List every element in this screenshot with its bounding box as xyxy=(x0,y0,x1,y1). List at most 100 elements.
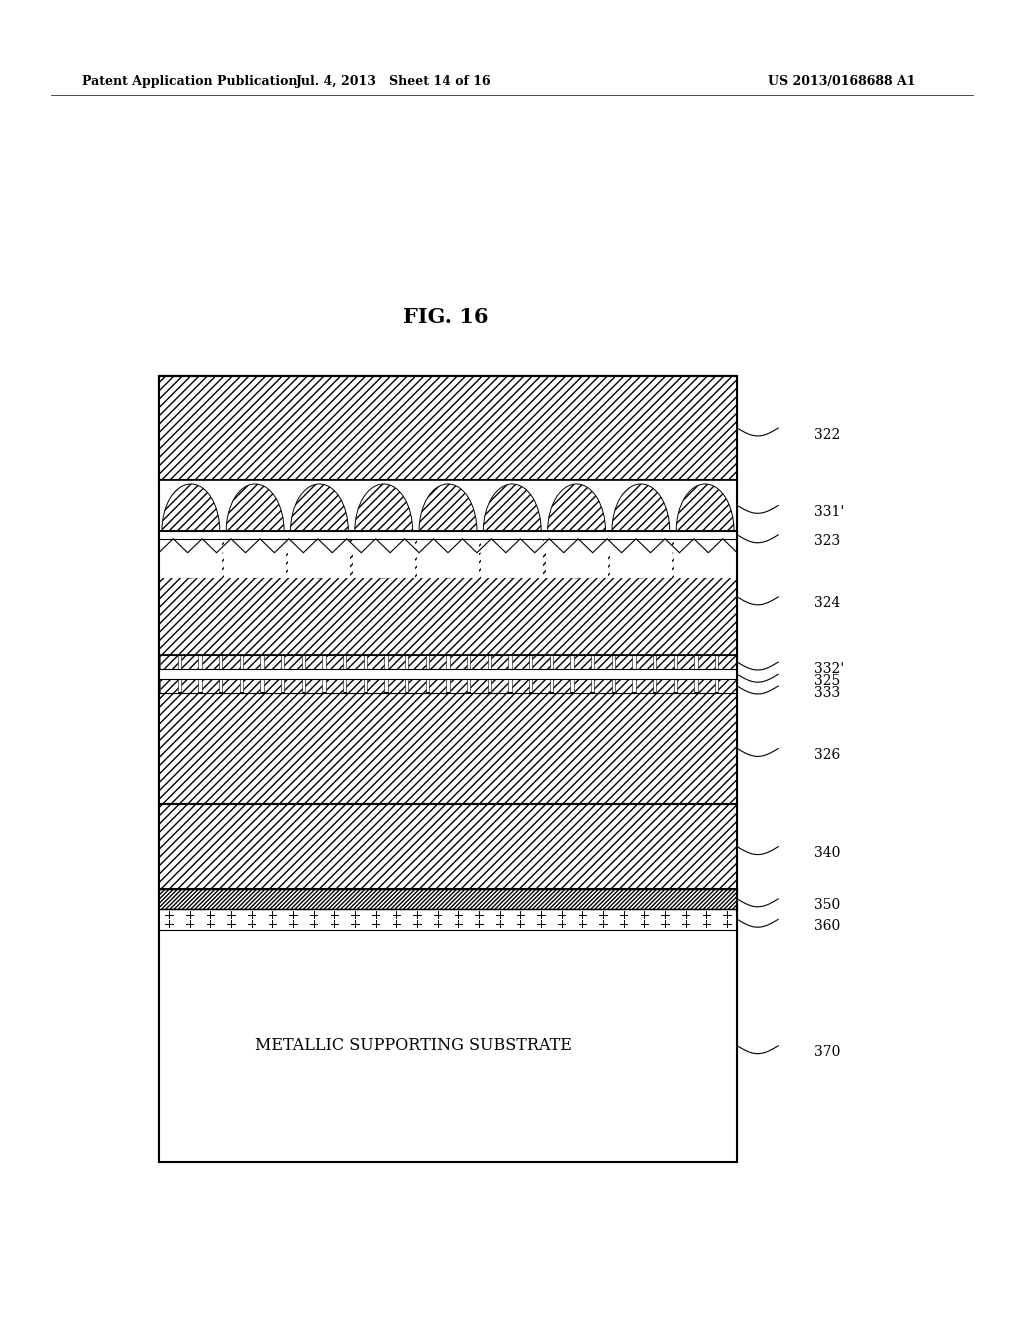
Bar xyxy=(224,531,286,578)
Bar xyxy=(532,680,550,693)
Bar xyxy=(512,655,529,669)
Bar xyxy=(594,655,611,669)
Bar xyxy=(289,531,350,578)
Ellipse shape xyxy=(483,484,542,578)
Bar xyxy=(160,531,222,578)
Bar xyxy=(512,680,529,693)
Text: 324: 324 xyxy=(814,597,841,610)
Bar xyxy=(656,655,674,669)
Bar xyxy=(409,655,426,669)
Bar xyxy=(346,655,364,669)
Text: 326: 326 xyxy=(814,748,841,762)
Ellipse shape xyxy=(548,484,605,578)
Bar xyxy=(243,680,260,693)
Bar xyxy=(610,531,672,578)
Ellipse shape xyxy=(354,484,413,578)
Bar xyxy=(159,539,737,655)
Ellipse shape xyxy=(676,484,734,578)
Bar xyxy=(326,680,343,693)
Bar xyxy=(417,531,479,578)
Bar xyxy=(697,655,715,669)
Text: 370: 370 xyxy=(814,1045,841,1060)
Bar xyxy=(305,680,323,693)
Bar xyxy=(326,655,343,669)
Bar xyxy=(697,680,715,693)
Bar xyxy=(429,655,446,669)
Bar xyxy=(387,680,406,693)
Bar xyxy=(159,376,737,1162)
Bar xyxy=(490,655,509,669)
Bar xyxy=(387,655,406,669)
Ellipse shape xyxy=(419,484,477,578)
Text: 360: 360 xyxy=(814,919,841,933)
Bar xyxy=(450,680,467,693)
Ellipse shape xyxy=(226,484,284,578)
Bar xyxy=(718,655,735,669)
Bar xyxy=(285,655,302,669)
Bar xyxy=(470,680,487,693)
Bar xyxy=(159,480,737,531)
Ellipse shape xyxy=(612,484,670,578)
Bar xyxy=(481,531,544,578)
Bar xyxy=(677,655,694,669)
Bar xyxy=(159,929,737,1162)
Bar xyxy=(409,680,426,693)
Bar xyxy=(159,531,737,539)
Bar xyxy=(367,680,384,693)
Bar xyxy=(367,655,384,669)
Bar xyxy=(243,655,260,669)
Bar xyxy=(305,655,323,669)
Bar xyxy=(636,680,653,693)
Bar xyxy=(677,680,694,693)
Text: METALLIC SUPPORTING SUBSTRATE: METALLIC SUPPORTING SUBSTRATE xyxy=(255,1038,571,1055)
Bar xyxy=(352,531,415,578)
Text: 332': 332' xyxy=(814,661,844,676)
Bar xyxy=(573,655,591,669)
Bar xyxy=(553,680,570,693)
Text: 322: 322 xyxy=(814,428,841,442)
Bar xyxy=(490,680,509,693)
Bar xyxy=(636,655,653,669)
Bar xyxy=(159,680,737,693)
Bar xyxy=(263,680,282,693)
Bar xyxy=(656,680,674,693)
Bar xyxy=(159,890,737,908)
Ellipse shape xyxy=(162,484,220,578)
Bar xyxy=(159,376,737,480)
Bar xyxy=(553,655,570,669)
Bar xyxy=(674,531,736,578)
Bar xyxy=(159,804,737,890)
Bar xyxy=(450,655,467,669)
Bar xyxy=(429,680,446,693)
Bar xyxy=(159,669,737,680)
Bar xyxy=(470,655,487,669)
Bar xyxy=(614,680,633,693)
Bar xyxy=(614,655,633,669)
Bar xyxy=(159,908,737,929)
Bar xyxy=(222,680,240,693)
Text: 325: 325 xyxy=(814,673,841,688)
Bar xyxy=(594,680,611,693)
Bar xyxy=(346,680,364,693)
Bar xyxy=(159,655,737,669)
Text: FIG. 16: FIG. 16 xyxy=(402,306,488,327)
Bar xyxy=(546,531,607,578)
Bar xyxy=(161,655,178,669)
Bar xyxy=(285,680,302,693)
Ellipse shape xyxy=(291,484,348,578)
Text: 323: 323 xyxy=(814,535,841,548)
Text: Jul. 4, 2013   Sheet 14 of 16: Jul. 4, 2013 Sheet 14 of 16 xyxy=(296,75,493,88)
Text: Patent Application Publication: Patent Application Publication xyxy=(82,75,297,88)
Bar xyxy=(263,655,282,669)
Bar xyxy=(159,376,737,1162)
Bar xyxy=(159,693,737,804)
Bar xyxy=(202,680,219,693)
Text: US 2013/0168688 A1: US 2013/0168688 A1 xyxy=(768,75,915,88)
Text: 340: 340 xyxy=(814,846,841,861)
Bar xyxy=(718,680,735,693)
Bar xyxy=(181,680,199,693)
Bar xyxy=(573,680,591,693)
Bar xyxy=(161,680,178,693)
Bar xyxy=(532,655,550,669)
Text: 350: 350 xyxy=(814,899,841,912)
